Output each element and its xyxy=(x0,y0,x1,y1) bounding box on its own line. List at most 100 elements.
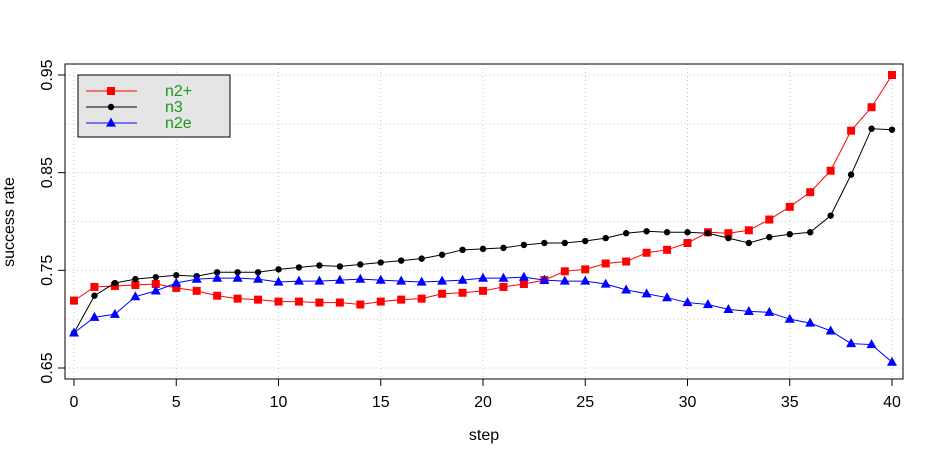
data-point xyxy=(847,126,856,135)
data-point xyxy=(376,297,385,306)
data-point xyxy=(172,283,181,292)
data-point xyxy=(827,212,834,219)
data-point xyxy=(663,229,671,236)
y-tick-label: 0.85 xyxy=(39,157,56,188)
data-point xyxy=(111,279,119,287)
data-point xyxy=(745,239,753,247)
data-point xyxy=(662,292,673,302)
data-point xyxy=(498,272,509,282)
data-point xyxy=(826,166,835,175)
y-axis: 0.65 0.75 0.85 0.95 xyxy=(39,59,65,384)
x-axis: 0 5 10 15 20 25 30 35 40 xyxy=(70,379,901,411)
data-point xyxy=(398,257,405,264)
data-point xyxy=(150,285,161,295)
data-point xyxy=(274,297,283,306)
data-point xyxy=(825,325,836,335)
data-point xyxy=(355,273,366,283)
data-point xyxy=(723,304,734,313)
data-point xyxy=(357,261,364,268)
data-point xyxy=(334,274,345,284)
data-point xyxy=(233,294,242,303)
data-point xyxy=(151,280,160,289)
data-point xyxy=(725,234,732,242)
data-point xyxy=(479,245,487,253)
data-point xyxy=(704,230,712,237)
data-point xyxy=(622,230,630,237)
data-point xyxy=(254,295,263,304)
data-point xyxy=(499,282,508,291)
data-point xyxy=(500,244,507,252)
data-point xyxy=(315,298,324,307)
data-point xyxy=(519,280,528,289)
data-point xyxy=(91,292,98,299)
data-point xyxy=(641,288,652,298)
data-point xyxy=(621,284,632,294)
data-point xyxy=(234,269,241,276)
y-tick-label: 0.75 xyxy=(39,255,56,286)
data-point xyxy=(684,229,691,236)
data-point xyxy=(416,276,427,286)
data-point xyxy=(254,269,262,276)
series-n2e xyxy=(69,271,897,366)
x-axis-title: step xyxy=(469,427,499,444)
legend-marker xyxy=(107,87,115,95)
x-tick-label: 35 xyxy=(781,394,799,411)
data-point xyxy=(253,273,264,283)
data-point xyxy=(683,238,692,247)
data-point xyxy=(212,272,223,282)
data-point xyxy=(295,264,303,271)
data-point xyxy=(622,257,631,266)
x-tick-label: 25 xyxy=(576,394,594,411)
data-point xyxy=(458,288,467,297)
data-point xyxy=(559,275,570,285)
legend-label: n2e xyxy=(165,115,192,132)
data-point xyxy=(335,298,344,307)
data-point xyxy=(520,241,528,249)
data-point xyxy=(807,229,814,236)
data-point xyxy=(130,291,141,301)
data-point xyxy=(397,295,406,304)
data-point xyxy=(69,327,79,337)
x-tick-label: 5 xyxy=(172,394,181,411)
data-point xyxy=(600,278,611,288)
data-point xyxy=(724,229,733,238)
data-point xyxy=(888,71,896,79)
data-point xyxy=(418,255,425,262)
data-point xyxy=(336,263,344,270)
plot-frame xyxy=(64,63,904,380)
data-point xyxy=(602,234,609,242)
data-point xyxy=(438,251,446,258)
series xyxy=(69,71,897,366)
data-point xyxy=(847,171,855,178)
data-point xyxy=(191,273,202,283)
x-tick-label: 20 xyxy=(474,394,492,411)
data-point xyxy=(784,313,795,323)
data-point xyxy=(806,188,815,197)
legend-label: n2+ xyxy=(165,83,192,100)
data-point xyxy=(866,339,877,349)
data-point xyxy=(213,269,221,276)
data-point xyxy=(131,280,140,289)
data-point xyxy=(561,239,568,247)
data-point xyxy=(786,230,793,238)
data-point xyxy=(785,202,794,211)
data-point xyxy=(518,271,529,281)
data-point xyxy=(356,300,365,309)
y-tick-label: 0.95 xyxy=(39,59,56,90)
data-point xyxy=(293,275,304,285)
data-point xyxy=(417,294,426,303)
data-point xyxy=(375,274,386,284)
data-point xyxy=(232,272,243,282)
x-tick-label: 30 xyxy=(679,394,697,411)
data-point xyxy=(132,275,139,283)
data-point xyxy=(459,246,466,254)
data-point xyxy=(702,299,713,309)
data-point xyxy=(887,356,897,366)
data-point xyxy=(682,297,693,307)
data-point xyxy=(643,228,650,235)
data-point xyxy=(642,248,651,257)
data-point xyxy=(743,305,754,315)
data-point xyxy=(580,275,591,285)
